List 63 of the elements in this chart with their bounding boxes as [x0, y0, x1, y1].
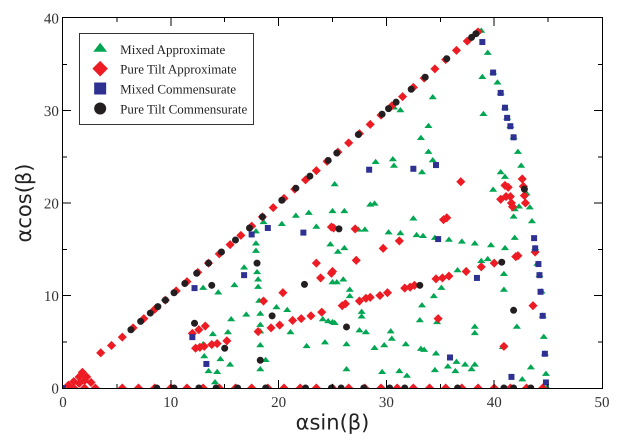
point: [246, 224, 253, 232]
x-axis-title: αsin(β): [296, 410, 370, 434]
point: [510, 306, 518, 314]
x-tick-label: 50: [594, 395, 610, 412]
point: [221, 344, 228, 352]
point: [268, 312, 276, 320]
point: [127, 326, 134, 334]
x-tick-label: 40: [486, 395, 502, 412]
point: [479, 39, 486, 46]
y-axis-title: αcos(β): [12, 164, 36, 242]
point: [366, 166, 372, 173]
point: [432, 162, 439, 168]
legend-label: Mixed Commensurate: [120, 82, 236, 97]
point: [170, 289, 178, 296]
point: [447, 354, 453, 360]
point: [248, 231, 255, 238]
point: [203, 360, 210, 367]
y-tick-label: 30: [44, 104, 59, 120]
legend-label: Pure Tilt Approximate: [120, 62, 237, 77]
point: [498, 258, 506, 266]
point: [410, 166, 416, 172]
x-tick-label: 20: [271, 395, 286, 412]
point: [474, 274, 480, 281]
y-tick-label: 40: [44, 11, 59, 28]
point: [385, 105, 392, 112]
point: [192, 285, 198, 292]
point: [256, 356, 264, 364]
point: [232, 236, 239, 244]
point: [435, 236, 442, 242]
point: [181, 280, 188, 287]
point: [343, 323, 350, 330]
point: [241, 272, 248, 278]
legend-label: Mixed Approximate: [120, 42, 226, 57]
point: [542, 379, 549, 386]
point: [508, 374, 514, 380]
point: [335, 225, 342, 232]
point: [300, 230, 306, 236]
point: [468, 34, 476, 41]
point: [472, 30, 480, 38]
point: [137, 318, 144, 325]
point: [218, 248, 225, 256]
point: [146, 310, 154, 317]
point: [300, 280, 308, 288]
point: [378, 110, 386, 118]
point: [191, 320, 198, 327]
point: [278, 196, 286, 204]
point: [264, 224, 271, 231]
point: [408, 86, 415, 93]
y-tick-label: 10: [44, 288, 59, 305]
point: [189, 334, 196, 340]
point: [306, 172, 314, 180]
point: [254, 260, 261, 267]
point: [531, 235, 538, 242]
y-tick-label: 0: [51, 381, 59, 398]
legend-label: Pure Tilt Commensurate: [120, 102, 248, 117]
y-tick-label: 20: [44, 196, 59, 212]
point: [520, 186, 528, 193]
point: [154, 303, 162, 310]
point: [208, 282, 216, 289]
x-tick-label: 30: [378, 395, 394, 412]
x-tick-label: 10: [163, 395, 178, 412]
point: [416, 282, 424, 289]
point: [392, 98, 400, 106]
